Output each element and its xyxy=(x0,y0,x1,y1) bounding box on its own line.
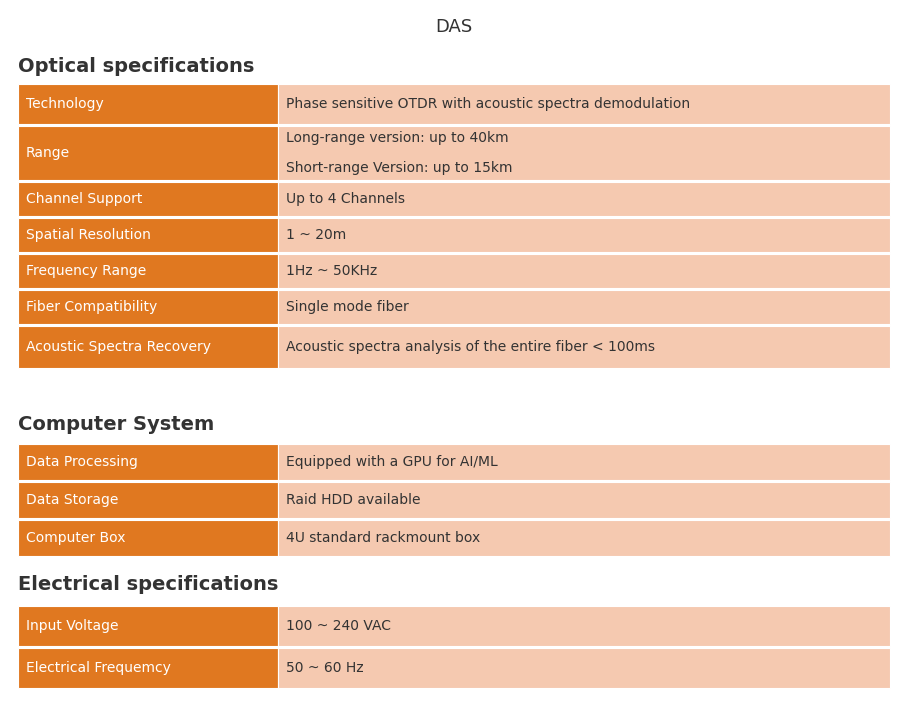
Bar xyxy=(18,482,278,518)
Text: Acoustic spectra analysis of the entire fiber < 100ms: Acoustic spectra analysis of the entire … xyxy=(286,340,655,354)
Bar xyxy=(18,126,278,180)
Bar xyxy=(278,648,890,688)
Bar xyxy=(18,254,278,288)
Text: Data Storage: Data Storage xyxy=(26,493,118,507)
Text: Channel Support: Channel Support xyxy=(26,192,143,206)
Bar xyxy=(18,648,278,688)
Bar xyxy=(278,182,890,216)
Bar xyxy=(18,444,278,480)
Bar xyxy=(278,290,890,324)
Bar xyxy=(278,444,890,480)
Text: Computer Box: Computer Box xyxy=(26,531,125,545)
Text: Electrical specifications: Electrical specifications xyxy=(18,575,279,594)
Bar xyxy=(18,326,278,368)
Text: Spatial Resolution: Spatial Resolution xyxy=(26,228,151,242)
Bar xyxy=(278,84,890,124)
Text: Input Voltage: Input Voltage xyxy=(26,619,119,633)
Bar xyxy=(18,290,278,324)
Text: Frequency Range: Frequency Range xyxy=(26,264,146,278)
Bar xyxy=(18,182,278,216)
Text: 4U standard rackmount box: 4U standard rackmount box xyxy=(286,531,480,545)
Bar xyxy=(278,520,890,556)
Bar xyxy=(278,254,890,288)
Bar xyxy=(278,326,890,368)
Text: Data Processing: Data Processing xyxy=(26,455,138,469)
Text: DAS: DAS xyxy=(435,18,473,36)
Text: Electrical Frequemcy: Electrical Frequemcy xyxy=(26,661,171,675)
Text: Phase sensitive OTDR with acoustic spectra demodulation: Phase sensitive OTDR with acoustic spect… xyxy=(286,97,690,111)
Bar xyxy=(278,218,890,252)
Text: 50 ~ 60 Hz: 50 ~ 60 Hz xyxy=(286,661,363,675)
Text: 1 ~ 20m: 1 ~ 20m xyxy=(286,228,346,242)
Bar xyxy=(18,84,278,124)
Text: Raid HDD available: Raid HDD available xyxy=(286,493,420,507)
Text: Single mode fiber: Single mode fiber xyxy=(286,300,409,314)
Bar xyxy=(18,520,278,556)
Text: Computer System: Computer System xyxy=(18,415,214,434)
Text: Short-range Version: up to 15km: Short-range Version: up to 15km xyxy=(286,161,512,174)
Text: Up to 4 Channels: Up to 4 Channels xyxy=(286,192,405,206)
Text: Fiber Compatibility: Fiber Compatibility xyxy=(26,300,157,314)
Text: 1Hz ~ 50KHz: 1Hz ~ 50KHz xyxy=(286,264,377,278)
Bar xyxy=(278,606,890,646)
Bar xyxy=(278,482,890,518)
Bar xyxy=(278,126,890,180)
Text: Equipped with a GPU for AI/ML: Equipped with a GPU for AI/ML xyxy=(286,455,498,469)
Text: Technology: Technology xyxy=(26,97,104,111)
Bar xyxy=(18,606,278,646)
Bar xyxy=(18,218,278,252)
Text: Long-range version: up to 40km: Long-range version: up to 40km xyxy=(286,132,508,145)
Text: Acoustic Spectra Recovery: Acoustic Spectra Recovery xyxy=(26,340,211,354)
Text: 100 ~ 240 VAC: 100 ~ 240 VAC xyxy=(286,619,391,633)
Text: Optical specifications: Optical specifications xyxy=(18,57,254,76)
Text: Range: Range xyxy=(26,146,70,160)
